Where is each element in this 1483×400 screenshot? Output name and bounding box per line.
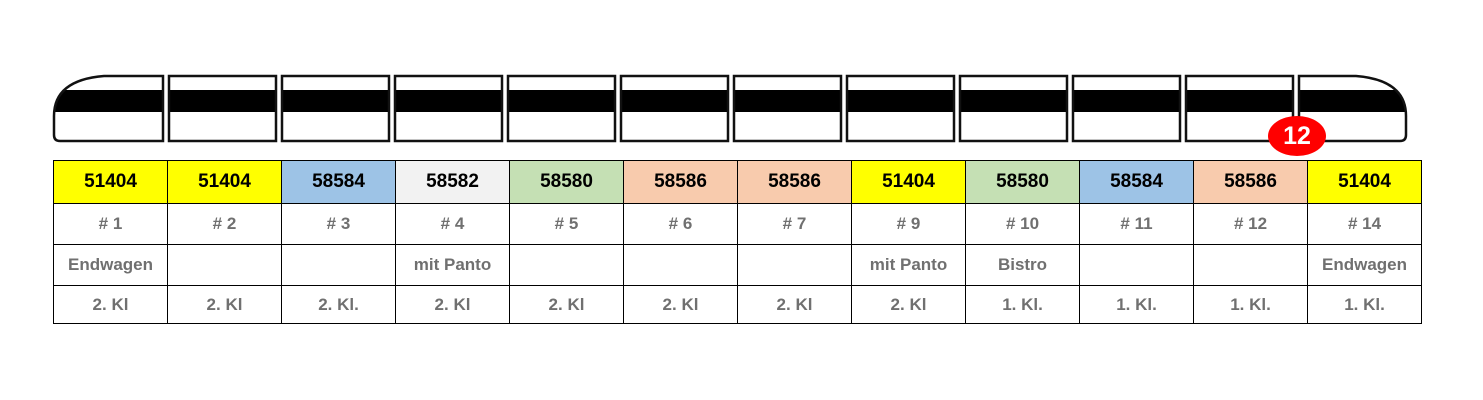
- car-outline: [280, 74, 391, 143]
- car-position-cell: # 9: [851, 203, 966, 245]
- car-position-cell: # 6: [623, 203, 738, 245]
- car-class-cell: 1. Kl.: [1307, 285, 1422, 324]
- car-position-cell: # 11: [1079, 203, 1194, 245]
- car-number-cell: 58586: [623, 160, 738, 204]
- car-outline: [393, 74, 504, 143]
- car-position-cell: # 4: [395, 203, 510, 245]
- car-outline: [506, 74, 617, 143]
- car-class-cell: 1. Kl.: [1193, 285, 1308, 324]
- car-class-cell: 2. Kl: [53, 285, 168, 324]
- car-position-cell: # 5: [509, 203, 624, 245]
- car-note-cell: Endwagen: [53, 244, 168, 286]
- car-stripe: [621, 90, 728, 112]
- car-number-cell: 51404: [1307, 160, 1422, 204]
- car-position-cell: # 12: [1193, 203, 1308, 245]
- car-note-cell: mit Panto: [395, 244, 510, 286]
- car-position-cell: # 3: [281, 203, 396, 245]
- car-outline: [845, 74, 956, 143]
- car-outline: [167, 74, 278, 143]
- car-note-cell: [509, 244, 624, 286]
- car-table: 51404 51404 58584 58582 58580 58586 58586 51404…: [53, 160, 1422, 324]
- car-note-cell: [737, 244, 852, 286]
- car-stripe: [395, 90, 502, 112]
- car-note-cell: [1193, 244, 1308, 286]
- car-stripe: [1073, 90, 1180, 112]
- car-outline: [619, 74, 730, 143]
- car-number-cell: 58582: [395, 160, 510, 204]
- car-position-cell: # 1: [53, 203, 168, 245]
- car-note-row: Endwagen mit Panto mit Panto Bistro Endwagen: [53, 244, 1422, 286]
- car-class-cell: 2. Kl: [737, 285, 852, 324]
- car-note-cell: [623, 244, 738, 286]
- car-number-cell: 58586: [1193, 160, 1308, 204]
- car-stripe: [282, 90, 389, 112]
- car-outline: [52, 74, 165, 143]
- car-number-row: 51404 51404 58584 58582 58580 58586 58586 51404…: [53, 160, 1422, 204]
- car-outline: [958, 74, 1069, 143]
- car-position-cell: # 2: [167, 203, 282, 245]
- car-stripe: [54, 90, 163, 112]
- car-position-row: # 1 # 2 # 3 # 4 # 5 # 6 # 7 # 9 # 10 # 11 # 12 # 14: [53, 203, 1422, 245]
- car-class-cell: 2. Kl: [167, 285, 282, 324]
- car-note-cell: [1079, 244, 1194, 286]
- car-class-cell: 2. Kl: [395, 285, 510, 324]
- car-outline: [732, 74, 843, 143]
- car-number-cell: 58580: [509, 160, 624, 204]
- car-position-cell: # 10: [965, 203, 1080, 245]
- car-class-cell: 1. Kl.: [965, 285, 1080, 324]
- car-stripe: [734, 90, 841, 112]
- car-number-cell: 58586: [737, 160, 852, 204]
- car-number-cell: 58584: [281, 160, 396, 204]
- car-class-cell: 2. Kl: [851, 285, 966, 324]
- car-number-cell: 58580: [965, 160, 1080, 204]
- car-stripe: [1299, 90, 1406, 112]
- car-position-cell: # 7: [737, 203, 852, 245]
- car-stripe: [1186, 90, 1293, 112]
- car-outline: [1071, 74, 1182, 143]
- car-note-cell: [281, 244, 396, 286]
- car-number-cell: 51404: [53, 160, 168, 204]
- car-class-cell: 2. Kl: [623, 285, 738, 324]
- car-note-cell: Endwagen: [1307, 244, 1422, 286]
- car-outline: [1297, 74, 1408, 143]
- car-number-cell: 58584: [1079, 160, 1194, 204]
- car-note-cell: mit Panto: [851, 244, 966, 286]
- car-position-cell: # 14: [1307, 203, 1422, 245]
- car-class-row: 2. Kl 2. Kl 2. Kl. 2. Kl 2. Kl 2. Kl 2. Kl 2. K…: [53, 285, 1422, 324]
- train-diagram: [52, 74, 1408, 143]
- car-note-cell: Bistro: [965, 244, 1080, 286]
- car-stripe: [169, 90, 276, 112]
- car-stripe: [508, 90, 615, 112]
- car-count-badge: 12: [1268, 116, 1326, 156]
- car-class-cell: 1. Kl.: [1079, 285, 1194, 324]
- car-stripe: [847, 90, 954, 112]
- car-class-cell: 2. Kl.: [281, 285, 396, 324]
- car-note-cell: [167, 244, 282, 286]
- car-number-cell: 51404: [167, 160, 282, 204]
- car-class-cell: 2. Kl: [509, 285, 624, 324]
- car-number-cell: 51404: [851, 160, 966, 204]
- car-stripe: [960, 90, 1067, 112]
